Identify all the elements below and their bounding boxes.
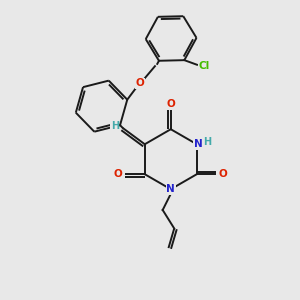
Text: O: O	[136, 79, 144, 88]
Text: Cl: Cl	[198, 61, 210, 71]
Text: O: O	[114, 169, 123, 179]
Text: O: O	[167, 99, 175, 109]
Text: H: H	[203, 137, 211, 147]
Text: O: O	[219, 169, 228, 179]
Text: N: N	[194, 139, 202, 149]
Text: H: H	[111, 121, 119, 131]
Text: N: N	[167, 184, 175, 194]
